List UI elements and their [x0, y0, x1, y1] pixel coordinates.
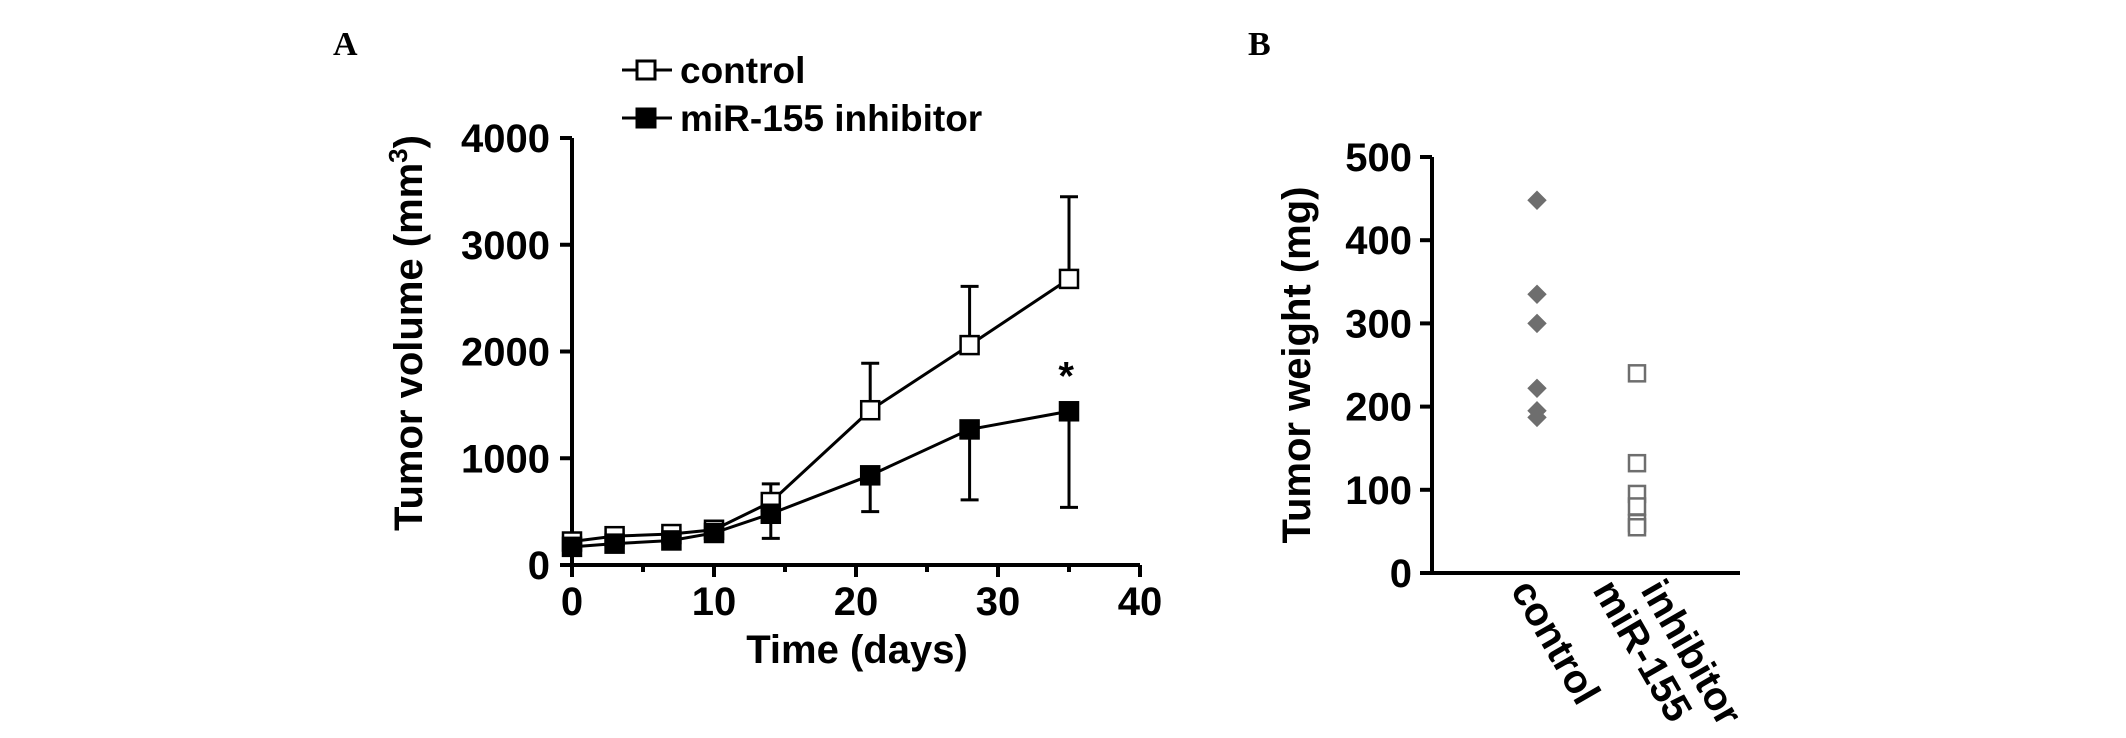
- data-point-open-square: [1058, 268, 1080, 290]
- y-tick-label: 0: [528, 544, 550, 588]
- y-axis-title-text: Tumor volume (mm: [387, 163, 431, 531]
- data-point-filled-square: [661, 530, 682, 551]
- x-tick-label: 40: [1118, 580, 1163, 624]
- legend-entry-inhibitor: miR-155 inhibitor: [622, 98, 982, 139]
- x-tick-label: 0: [561, 580, 583, 624]
- data-point-filled-square: [561, 536, 583, 558]
- data-point-open-square: [1627, 497, 1647, 516]
- series-line-control: [571, 277, 1070, 544]
- legend-marker-filled-square: [635, 107, 657, 129]
- panel-b-y-axis-title: Tumor weight (mg): [1275, 187, 1319, 544]
- data-point-filled-square: [760, 503, 782, 525]
- panel-a-line-chart: control miR-155 inhibitor 0 1000 2000 3000 4…: [383, 50, 1162, 672]
- panel-b-y-ticks: 0 100 200 300 400 500: [1345, 136, 1432, 596]
- legend-marker-open-square: [635, 59, 657, 81]
- y-tick-label: 200: [1345, 386, 1412, 430]
- y-tick-label: 3000: [461, 224, 550, 268]
- y-tick-label: 1000: [461, 437, 550, 481]
- panel-a-y-ticks: 0 1000 2000 3000 4000: [461, 117, 572, 588]
- data-point-open-square: [1627, 453, 1647, 473]
- data-point-diamond: [1527, 378, 1547, 399]
- data-point-diamond: [1527, 190, 1547, 210]
- data-point-filled-square: [703, 522, 725, 544]
- y-axis-title-superscript: 3: [383, 148, 413, 162]
- y-axis-title-close: ): [387, 135, 431, 148]
- legend-label-control: control: [680, 50, 805, 91]
- data-point-diamond: [1527, 313, 1547, 334]
- significance-asterisk: *: [1058, 355, 1074, 399]
- panel-a-legend: control miR-155 inhibitor: [622, 50, 982, 139]
- data-point-open-square: [1627, 517, 1647, 537]
- y-tick-label: 4000: [461, 117, 550, 161]
- panel-b-category-labels: control miR-155 inhibitor: [1502, 573, 1750, 734]
- panel-a-y-axis-title: Tumor volume (mm3): [383, 135, 431, 531]
- legend-label-inhibitor: miR-155 inhibitor: [680, 98, 982, 139]
- y-tick-label: 100: [1345, 469, 1412, 513]
- panel-letter-a: A: [333, 26, 358, 63]
- y-tick-label: 400: [1345, 219, 1412, 263]
- y-tick-label: 300: [1345, 302, 1412, 346]
- data-point-filled-square: [1058, 401, 1080, 422]
- data-point-open-square: [959, 334, 980, 356]
- panel-b-scatter-chart: 0 100 200 300 400 500 Tumor weight (mg) contr…: [1275, 136, 1750, 733]
- y-tick-label: 500: [1345, 136, 1412, 180]
- data-point-diamond: [1527, 407, 1547, 428]
- x-tick-label: 10: [692, 580, 737, 624]
- data-point-open-square: [859, 399, 881, 421]
- y-tick-label: 2000: [461, 331, 550, 375]
- data-point-diamond: [1527, 284, 1547, 304]
- panel-a-series: [561, 195, 1080, 558]
- panel-a-x-axis-title: Time (days): [746, 628, 968, 672]
- panel-letter-b: B: [1248, 26, 1271, 63]
- panel-a-x-ticks: 0 10 20 30 40: [561, 565, 1162, 624]
- panel-b-series: [1527, 190, 1647, 537]
- series-line-inhibitor: [571, 409, 1070, 549]
- x-tick-label: 30: [976, 580, 1021, 624]
- x-tick-label: 20: [834, 580, 879, 624]
- legend-entry-control: control: [622, 50, 805, 91]
- data-point-open-square: [1627, 364, 1647, 383]
- data-point-filled-square: [859, 465, 881, 486]
- data-point-filled-square: [604, 533, 625, 554]
- data-point-filled-square: [959, 419, 980, 440]
- y-tick-label: 0: [1390, 552, 1412, 596]
